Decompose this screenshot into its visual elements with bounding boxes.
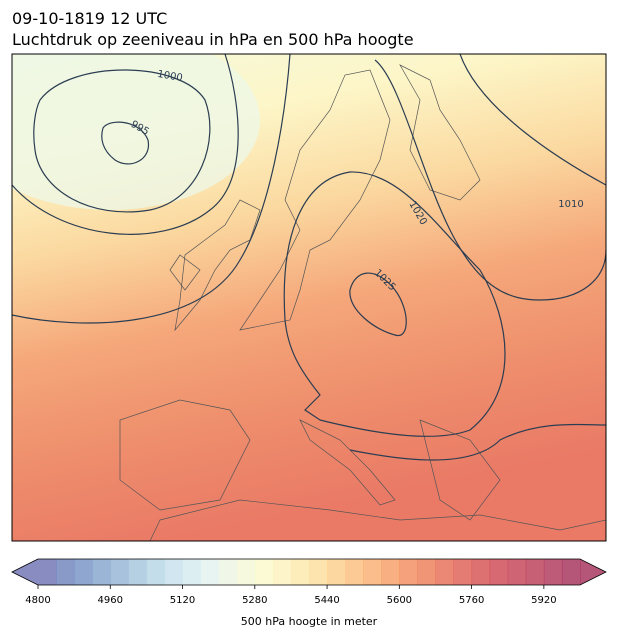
colorbar-segment xyxy=(561,559,581,585)
colorbar-tick-label: 5280 xyxy=(242,595,267,606)
isobar-label: 1010 xyxy=(558,199,583,210)
colorbar-segment xyxy=(200,559,220,585)
map-frame xyxy=(11,53,607,542)
colorbar-segment xyxy=(56,559,75,585)
colorbar-segment xyxy=(92,559,111,585)
colorbar-segment xyxy=(38,559,57,585)
colorbar-outline xyxy=(11,558,607,586)
colorbar-segment xyxy=(254,559,274,585)
colorbar-segment xyxy=(453,559,473,585)
colorbar-segment xyxy=(146,559,165,585)
low-area xyxy=(12,54,260,210)
colorbar-segment xyxy=(525,559,545,585)
colorbar-segment xyxy=(218,559,238,585)
colorbar-segment xyxy=(309,559,328,585)
colorbar-segment xyxy=(507,559,527,585)
isobars xyxy=(12,54,606,461)
colorbar-segment xyxy=(543,559,563,585)
colorbar-segment xyxy=(345,559,364,585)
colorbar-segment xyxy=(236,559,256,585)
colorbar-segment xyxy=(381,559,400,585)
title: 09-10-1819 12 UTC xyxy=(12,9,167,28)
colorbar-extend-low xyxy=(12,559,38,585)
colorbar-tick-label: 5600 xyxy=(387,595,412,606)
colorbar-tick-label: 4800 xyxy=(25,595,50,606)
colorbar-segment xyxy=(327,559,346,585)
colorbar-extend-high xyxy=(580,559,606,585)
colorbar-segment xyxy=(471,559,491,585)
colorbar-segment xyxy=(164,559,184,585)
colorbar-segment xyxy=(489,559,509,585)
subtitle: Luchtdruk op zeeniveau in hPa en 500 hPa… xyxy=(12,30,414,49)
colorbar-tick-label: 5440 xyxy=(314,595,339,606)
colorbar-segment xyxy=(128,559,147,585)
colorbar-label: 500 hPa hoogte in meter xyxy=(241,615,378,628)
colorbar-segment xyxy=(399,559,418,585)
coastlines xyxy=(119,64,606,541)
colorbar-tick-label: 5120 xyxy=(170,595,195,606)
colorbar-segment xyxy=(182,559,202,585)
isobar-label: 1000 xyxy=(156,69,183,84)
colorbar-segment xyxy=(272,559,292,585)
colorbar-segment xyxy=(417,559,436,585)
colorbar-tick-label: 5760 xyxy=(459,595,484,606)
colorbar-segment xyxy=(74,559,93,585)
colorbar-segment xyxy=(363,559,382,585)
colorbar-tick-label: 4960 xyxy=(98,595,123,606)
colorbar-segment xyxy=(435,559,455,585)
colorbar-segment xyxy=(110,559,129,585)
colorbar-tick-label: 5920 xyxy=(531,595,556,606)
colorbar-segment xyxy=(290,559,310,585)
map xyxy=(12,54,606,541)
